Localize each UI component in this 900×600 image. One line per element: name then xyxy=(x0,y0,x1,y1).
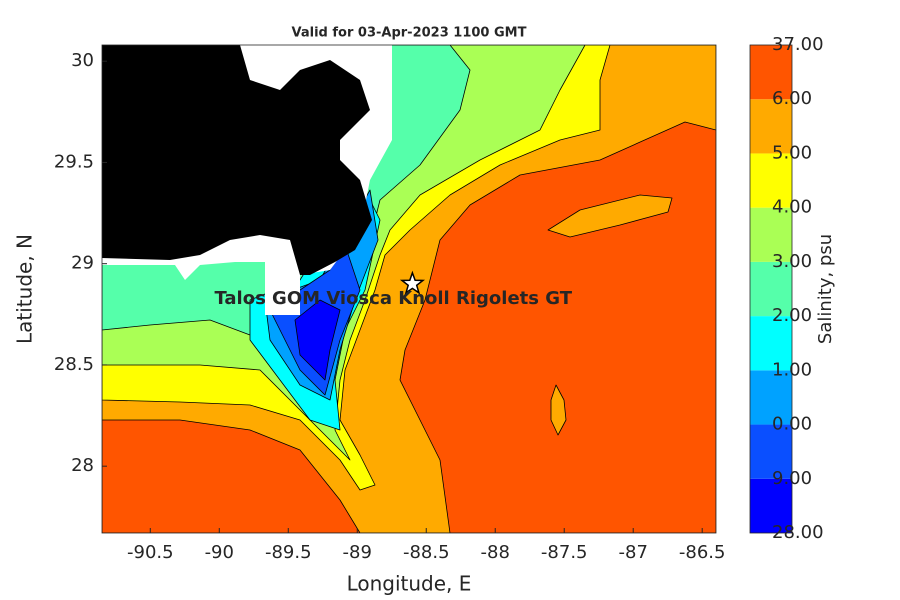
x-tick-label: -87.5 xyxy=(541,542,588,563)
chart-title: Valid for 03-Apr-2023 1100 GMT xyxy=(292,26,527,41)
y-tick-label: 29.5 xyxy=(54,151,94,172)
colorbar-band xyxy=(750,478,792,533)
colorbar-label: Salinity, psu xyxy=(815,234,836,344)
colorbar-tick-label: 37.00 xyxy=(772,34,824,55)
colorbar-tick-label: 6.00 xyxy=(772,88,812,109)
colorbar-band xyxy=(750,153,792,208)
x-axis-label: Longitude, E xyxy=(347,572,472,596)
colorbar-frame xyxy=(749,44,793,534)
contour-region xyxy=(550,384,567,436)
land xyxy=(102,45,372,275)
x-tick-label: -90.5 xyxy=(127,542,174,563)
y-tick-label: 30 xyxy=(71,50,94,71)
y-tick-label: 29 xyxy=(71,253,94,274)
plot-frame xyxy=(101,44,717,534)
x-tick-label: -88 xyxy=(481,542,510,563)
x-tick-label: -89 xyxy=(343,542,372,563)
colorbar-band xyxy=(750,261,792,317)
x-tick-label: -90 xyxy=(205,542,234,563)
colorbar-tick-label: 3.00 xyxy=(772,251,812,272)
x-tick-label: -86.5 xyxy=(679,542,726,563)
colorbar-tick-label: 2.00 xyxy=(772,305,812,326)
site-marker xyxy=(399,270,426,295)
colorbar-band xyxy=(750,45,792,100)
colorbar-band xyxy=(750,207,792,262)
colorbar-band xyxy=(750,99,792,154)
site-label: Talos GOM Viosca Knoll Rigolets GT xyxy=(214,288,572,309)
y-tick-label: 28 xyxy=(71,455,94,476)
x-tick-label: -88.5 xyxy=(403,542,450,563)
contour-region xyxy=(547,194,673,238)
colorbar-tick-label: 0.00 xyxy=(772,414,812,435)
colorbar-tick-label: 28.00 xyxy=(772,522,824,543)
colorbar-band xyxy=(750,370,792,425)
x-tick-label: -87 xyxy=(619,542,648,563)
contour-region xyxy=(294,299,341,381)
colorbar-tick-label: 4.00 xyxy=(772,197,812,218)
colorbar-band xyxy=(750,316,792,371)
x-tick-label: -89.5 xyxy=(265,542,312,563)
colorbar-band xyxy=(750,424,792,479)
colorbar-tick-label: 1.00 xyxy=(772,359,812,380)
y-axis-label: Latitude, N xyxy=(13,234,37,344)
y-tick-label: 28.5 xyxy=(54,354,94,375)
colorbar-tick-label: 9.00 xyxy=(772,468,812,489)
no-data-area xyxy=(247,49,283,81)
colorbar-tick-label: 5.00 xyxy=(772,142,812,163)
